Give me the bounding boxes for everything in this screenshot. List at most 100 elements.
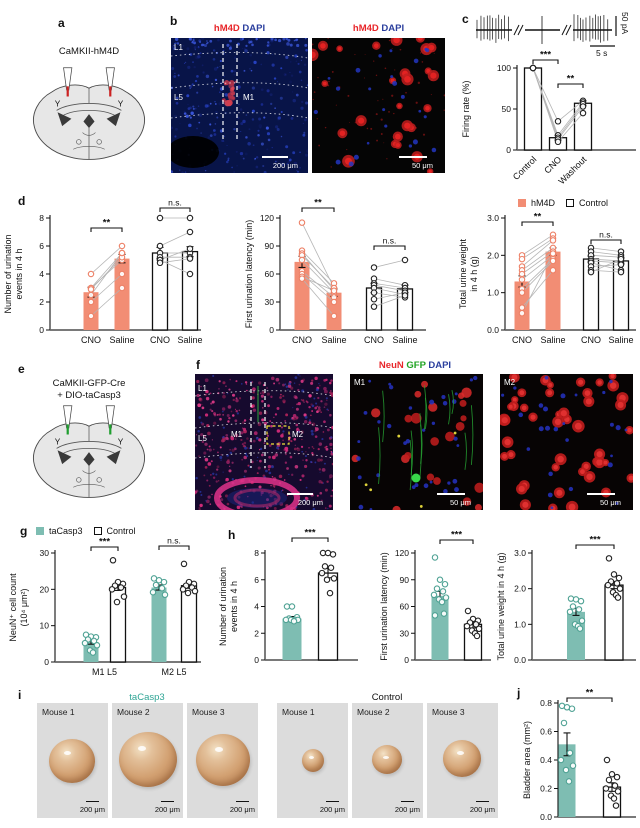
dapi-label: DAPI	[239, 23, 266, 34]
svg-text:120: 120	[260, 213, 274, 223]
svg-text:2.0: 2.0	[514, 584, 526, 594]
svg-text:***: ***	[589, 535, 600, 546]
scale-text: 50 μm	[450, 498, 471, 507]
bladder-highlight	[138, 746, 146, 751]
svg-text:0.6: 0.6	[540, 727, 552, 737]
control-legend-label: Control	[579, 198, 609, 208]
svg-text:Saline: Saline	[321, 335, 346, 345]
svg-text:0: 0	[506, 145, 511, 155]
svg-text:n.s.: n.s.	[168, 198, 182, 208]
region-m2-label: M2	[504, 378, 516, 387]
svg-text:Saline: Saline	[608, 335, 633, 345]
hm4d-swatch	[518, 199, 526, 207]
svg-text:8: 8	[254, 548, 259, 558]
svg-text:**: **	[567, 74, 575, 85]
svg-text:CNO: CNO	[364, 335, 384, 345]
scale-text: 200 μm	[79, 805, 105, 814]
panel-e-label: e	[18, 362, 25, 376]
hm4d-label: hM4D	[352, 23, 379, 34]
svg-text:Washout: Washout	[556, 154, 588, 186]
urination-events-chart-tacasp3: 0 2 4 6 8 Number of urination events in 4 h ***	[212, 528, 362, 680]
svg-text:50: 50	[502, 104, 512, 114]
dapi-label: DAPI	[378, 23, 405, 34]
svg-text:Firing rate (%): Firing rate (%)	[461, 80, 471, 137]
svg-text:events in 4 h: events in 4 h	[14, 248, 24, 299]
svg-text:0.8: 0.8	[540, 698, 552, 708]
panel-f-label: f	[196, 358, 200, 372]
urination-latency-chart-hm4d: 0 30 60 90 120 First urination latency (min) *…	[225, 196, 430, 348]
svg-text:First urination latency (min): First urination latency (min)	[379, 552, 389, 661]
svg-text:3.0: 3.0	[487, 213, 499, 223]
bladder-highlight	[457, 751, 464, 755]
svg-text:CNO: CNO	[512, 335, 532, 345]
svg-text:CNO: CNO	[581, 335, 601, 345]
fluorescence-image-neun-overview: L1 L5 M1 M2 200 μm	[195, 374, 333, 510]
svg-text:0: 0	[254, 655, 259, 665]
panel-d-label: d	[18, 194, 26, 208]
panel-e-title-line2: + DIO-taCasp3	[57, 390, 121, 401]
svg-text:0.4: 0.4	[540, 755, 552, 765]
scale-text: 200 μm	[319, 805, 345, 814]
svg-text:Y: Y	[118, 437, 124, 447]
svg-text:Bladder area (mm²): Bladder area (mm²)	[522, 721, 532, 799]
scale-text: 50 μm	[412, 161, 433, 170]
bladder-photo-tacasp3-2: Mouse 2 200 μm	[112, 703, 183, 818]
scale-text: 200 μm	[469, 805, 495, 814]
current-scale-label: 50 pA	[620, 12, 630, 35]
svg-text:Total urine weight in 4 h (g): Total urine weight in 4 h (g)	[496, 552, 506, 660]
svg-text:0.0: 0.0	[487, 325, 499, 335]
panel-f-title: NeuN GFP DAPI	[330, 360, 500, 371]
svg-text:6: 6	[39, 241, 44, 251]
svg-text:1.0: 1.0	[514, 619, 526, 629]
panel-a-label: a	[58, 16, 65, 30]
bladder-photo-tacasp3-1: Mouse 1 200 μm	[37, 703, 108, 818]
urination-events-chart-hm4d: 0 2 4 6 8 Number of urination events in 4 h ** n…	[0, 196, 205, 348]
svg-text:Saline: Saline	[540, 335, 565, 345]
region-m1-label: M1	[231, 430, 243, 439]
svg-text:4: 4	[254, 602, 259, 612]
svg-text:Number of urination: Number of urination	[3, 234, 13, 313]
panel-e-title-line1: CaMKII-GFP-Cre	[52, 378, 126, 389]
scale-text: 200 μm	[154, 805, 180, 814]
bladder-photo-control-2: Mouse 2 200 μm	[352, 703, 423, 818]
svg-text:**: **	[103, 218, 111, 229]
electrophysiology-trace: 50 pA 5 s	[472, 4, 640, 62]
svg-text:90: 90	[265, 241, 275, 251]
region-m1-label: M1	[243, 93, 255, 102]
svg-text:4: 4	[39, 269, 44, 279]
svg-text:M1 L5: M1 L5	[92, 667, 117, 677]
urine-weight-chart-hm4d: 0.0 1.0 2.0 3.0 Total urine weight in 4 h (g)…	[450, 196, 640, 348]
fluorescence-image-m1-cells: M1 50 μm	[350, 374, 483, 510]
svg-text:60: 60	[400, 602, 410, 612]
svg-text:0.0: 0.0	[540, 812, 552, 822]
scale-bar	[437, 493, 465, 495]
svg-text:30: 30	[400, 628, 410, 638]
svg-text:(10⁴ μm²): (10⁴ μm²)	[19, 588, 29, 626]
scale-bar	[287, 493, 313, 495]
scale-bar	[587, 493, 615, 495]
mouse-label: Mouse 1	[282, 707, 315, 717]
bladder-area-chart: 0.0 0.2 0.4 0.6 0.8 Bladder area (mm²) **	[505, 688, 640, 828]
scale-bar	[161, 800, 174, 802]
svg-text:NeuN⁺ cell count: NeuN⁺ cell count	[8, 573, 18, 642]
svg-text:30: 30	[40, 548, 50, 558]
scale-bar	[86, 800, 99, 802]
scale-bar	[476, 800, 489, 802]
scale-bar	[401, 800, 414, 802]
scale-text: 200 μm	[229, 805, 255, 814]
fluorescence-image-m1-overview: L1 L5 M1 200 μm	[171, 38, 308, 173]
fluorescence-image-hm4d-cells: 50 μm	[312, 38, 445, 173]
time-scale-label: 5 s	[596, 48, 608, 58]
bladder-photo-control-3: Mouse 3 200 μm	[427, 703, 498, 818]
control-swatch	[566, 199, 575, 207]
neun-cell-count-chart: 0 10 20 30 NeuN⁺ cell count (10⁴ μm²) *** n.s. M…	[0, 536, 205, 680]
panel-b-right-title: hM4D DAPI	[312, 23, 445, 34]
svg-text:***: ***	[451, 530, 462, 541]
svg-text:0: 0	[404, 655, 409, 665]
firing-rate-chart: 0 50 100 Firing rate (%) *** ** Control CNO Wash…	[455, 50, 640, 192]
bladder-photo-tacasp3-3: Mouse 3 200 μm	[187, 703, 258, 818]
gfp-label: GFP	[403, 360, 426, 371]
dapi-label: DAPI	[425, 360, 452, 371]
